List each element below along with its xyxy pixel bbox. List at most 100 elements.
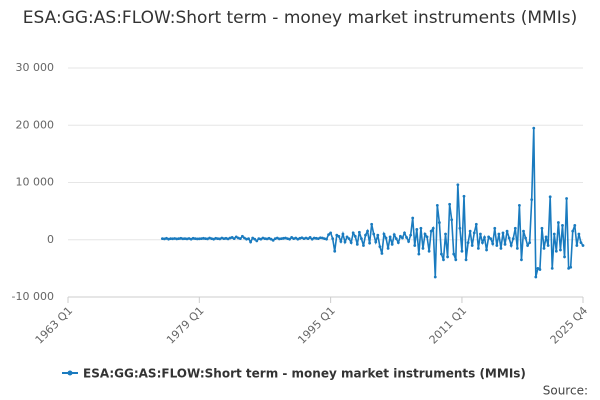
point — [458, 226, 462, 230]
point — [464, 258, 468, 262]
point — [437, 221, 441, 224]
legend-label: ESA:GG:AS:FLOW:Short term - money market… — [83, 367, 526, 381]
point — [329, 231, 333, 235]
point — [474, 222, 478, 226]
point — [390, 242, 394, 246]
point — [232, 237, 236, 241]
point — [552, 232, 556, 236]
point — [349, 241, 353, 245]
point — [511, 237, 515, 241]
point — [513, 226, 517, 230]
point — [509, 244, 513, 247]
point — [230, 236, 234, 239]
point — [431, 226, 435, 230]
point — [522, 229, 525, 233]
point — [351, 231, 355, 235]
point — [384, 236, 388, 240]
point — [409, 233, 413, 237]
point — [247, 237, 250, 241]
point — [497, 232, 501, 236]
point — [433, 275, 437, 279]
point — [489, 237, 493, 241]
point — [495, 244, 499, 247]
point — [263, 237, 267, 241]
x-tick-label: 1995 Q1 — [295, 304, 338, 347]
point — [345, 235, 349, 239]
point — [195, 237, 199, 241]
point — [347, 237, 351, 241]
point — [476, 246, 480, 250]
point — [515, 246, 519, 250]
point — [271, 238, 275, 242]
series-line — [162, 128, 584, 278]
point — [362, 244, 365, 247]
point — [528, 241, 532, 245]
point — [452, 252, 456, 256]
point — [569, 265, 573, 269]
point — [366, 229, 369, 233]
point — [565, 197, 568, 200]
point — [415, 228, 419, 231]
point — [491, 242, 495, 246]
point — [524, 236, 527, 240]
point — [542, 246, 546, 250]
point — [355, 242, 359, 246]
point — [360, 237, 363, 241]
point — [370, 222, 374, 226]
point — [456, 183, 460, 187]
point — [481, 241, 484, 245]
point — [288, 237, 291, 241]
point — [487, 235, 491, 239]
point — [255, 239, 259, 243]
point — [499, 246, 503, 250]
point — [573, 224, 577, 227]
point — [446, 255, 449, 259]
point — [423, 232, 427, 236]
point — [479, 232, 482, 236]
point — [325, 237, 328, 241]
point — [216, 237, 220, 241]
y-tick-label: 20 000 — [16, 118, 55, 131]
point — [444, 232, 447, 236]
point — [368, 241, 372, 245]
point — [450, 218, 454, 222]
point — [579, 241, 583, 245]
point — [388, 235, 392, 239]
y-tick-label: 10 000 — [16, 176, 55, 189]
legend-item: ESA:GG:AS:FLOW:Short term - money market… — [62, 367, 526, 381]
point — [382, 232, 386, 236]
point — [160, 237, 164, 241]
y-tick-label: 0 — [47, 233, 54, 246]
point — [331, 237, 335, 241]
point — [407, 240, 410, 243]
point — [448, 202, 452, 206]
point — [259, 237, 263, 241]
point — [394, 237, 398, 241]
point — [353, 234, 357, 238]
point — [175, 237, 179, 241]
point — [282, 236, 285, 240]
point — [493, 226, 497, 230]
point — [372, 232, 376, 236]
point — [202, 236, 205, 240]
point — [571, 229, 575, 233]
point — [440, 252, 443, 256]
point — [468, 229, 472, 233]
point — [536, 266, 540, 270]
point — [575, 244, 579, 247]
point — [249, 240, 253, 244]
point — [546, 244, 550, 247]
x-tick-label: 2011 Q1 — [427, 304, 470, 347]
point — [251, 236, 255, 240]
point — [520, 258, 523, 262]
point — [392, 233, 396, 236]
point — [581, 244, 585, 247]
point — [559, 248, 562, 252]
point — [526, 244, 530, 247]
point — [530, 198, 534, 202]
point — [308, 236, 312, 239]
point — [460, 249, 464, 253]
point — [405, 236, 408, 239]
point — [333, 249, 337, 253]
